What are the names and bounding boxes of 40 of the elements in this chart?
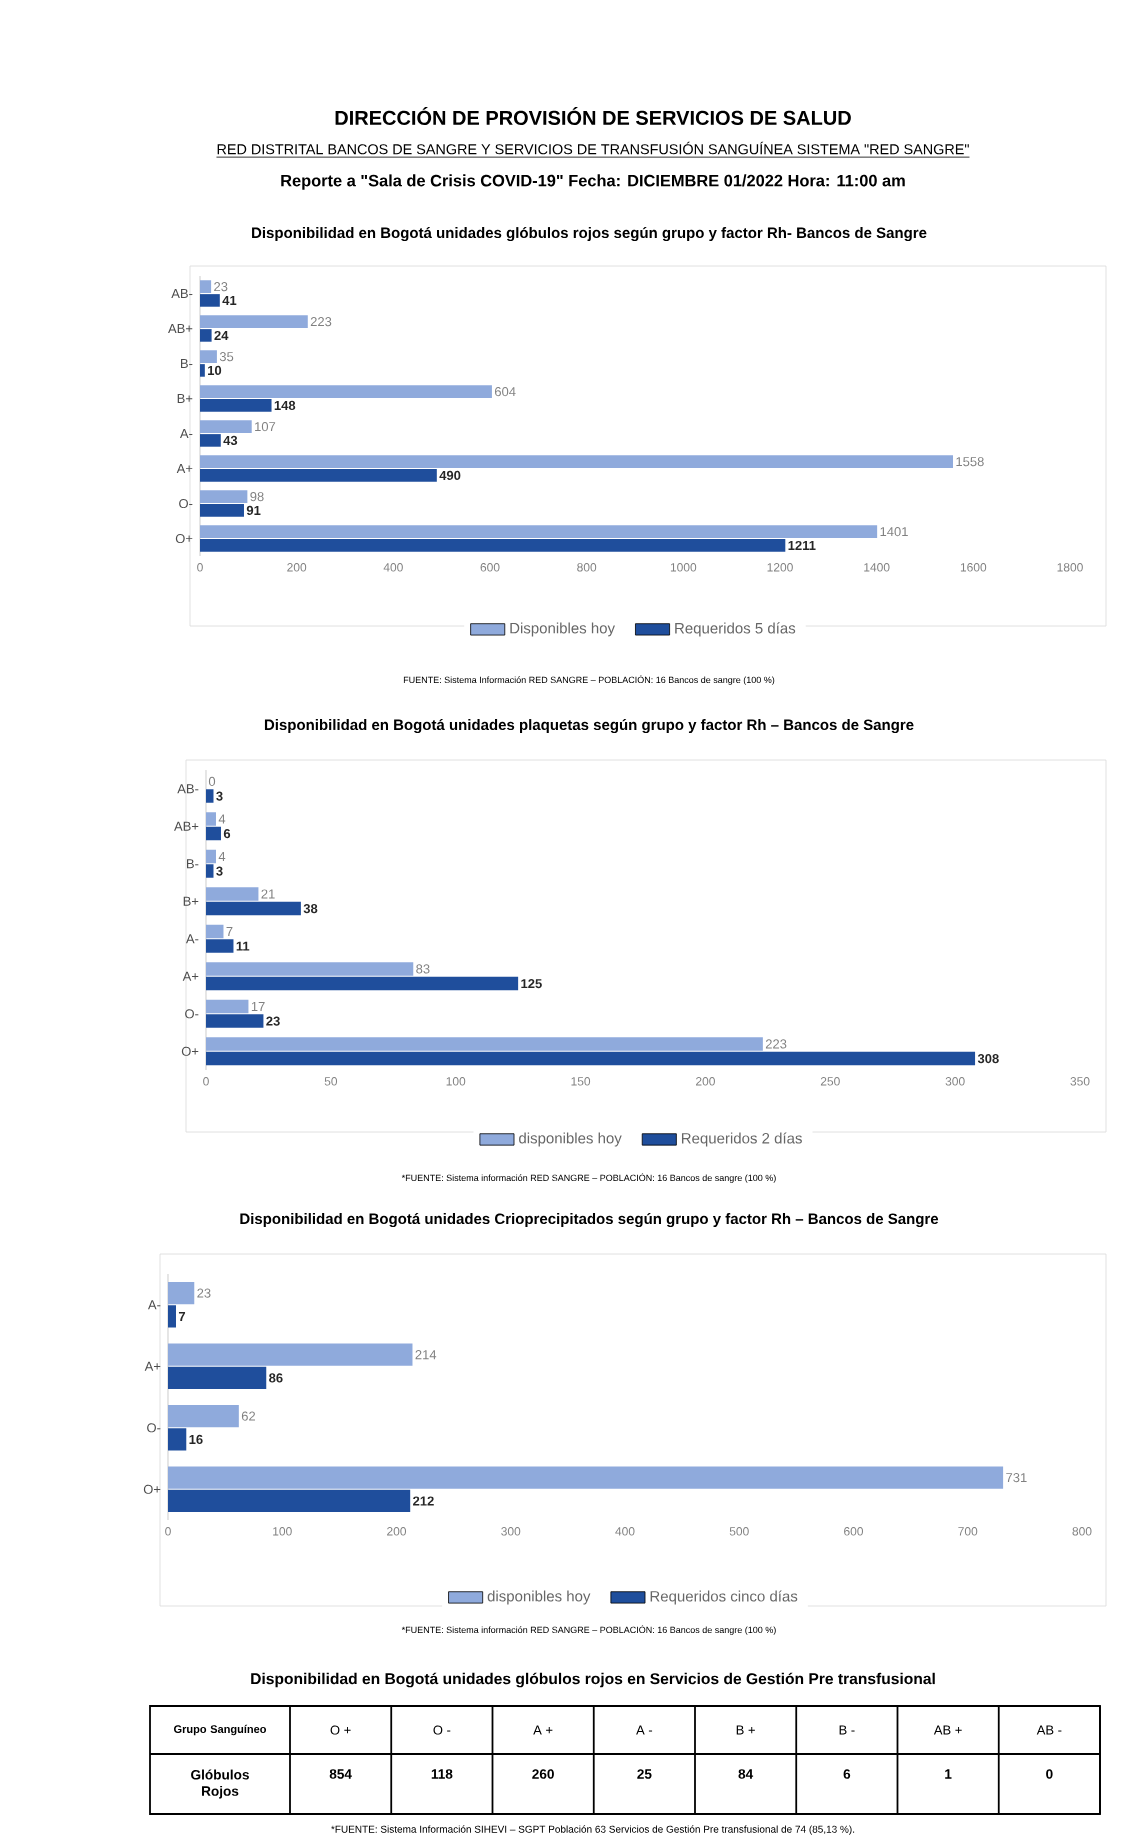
bar	[168, 1305, 176, 1328]
bar	[206, 1037, 763, 1051]
bar	[168, 1466, 1004, 1489]
bar	[206, 887, 259, 901]
bar	[168, 1343, 413, 1366]
bar	[206, 789, 214, 803]
bar	[206, 1051, 976, 1066]
bar	[200, 525, 878, 538]
bar	[200, 399, 272, 412]
bar	[200, 294, 220, 307]
bar	[168, 1282, 195, 1305]
bar	[200, 490, 248, 503]
bar	[206, 849, 216, 864]
bar	[206, 939, 234, 953]
bar	[200, 329, 212, 342]
bar	[168, 1366, 267, 1389]
bar	[206, 1014, 264, 1028]
bar	[168, 1428, 187, 1451]
bar	[200, 539, 786, 552]
bar	[168, 1405, 239, 1428]
bar	[200, 385, 492, 398]
bar	[206, 826, 221, 841]
bar	[200, 434, 221, 447]
bar	[206, 962, 414, 976]
bar	[168, 1489, 411, 1512]
text: Reporte a "Sala de Crisis COVID-19" Fecha: DICIEMBRE 01/2022 Hora: 11:00 am	[281, 174, 905, 190]
bar	[206, 999, 249, 1014]
bar	[200, 455, 954, 468]
bar	[200, 315, 308, 328]
text: DIRECCIÓN DE PROVISIÓN DE SERVICIOS DE SALUD	[335, 107, 851, 125]
bar	[200, 504, 244, 517]
bar	[200, 350, 217, 363]
bar	[206, 864, 214, 878]
bar	[206, 812, 216, 826]
bar	[200, 420, 252, 433]
bar	[200, 280, 212, 293]
bar	[206, 924, 224, 939]
bar	[206, 901, 301, 916]
bar	[200, 469, 437, 482]
bar	[206, 976, 519, 991]
